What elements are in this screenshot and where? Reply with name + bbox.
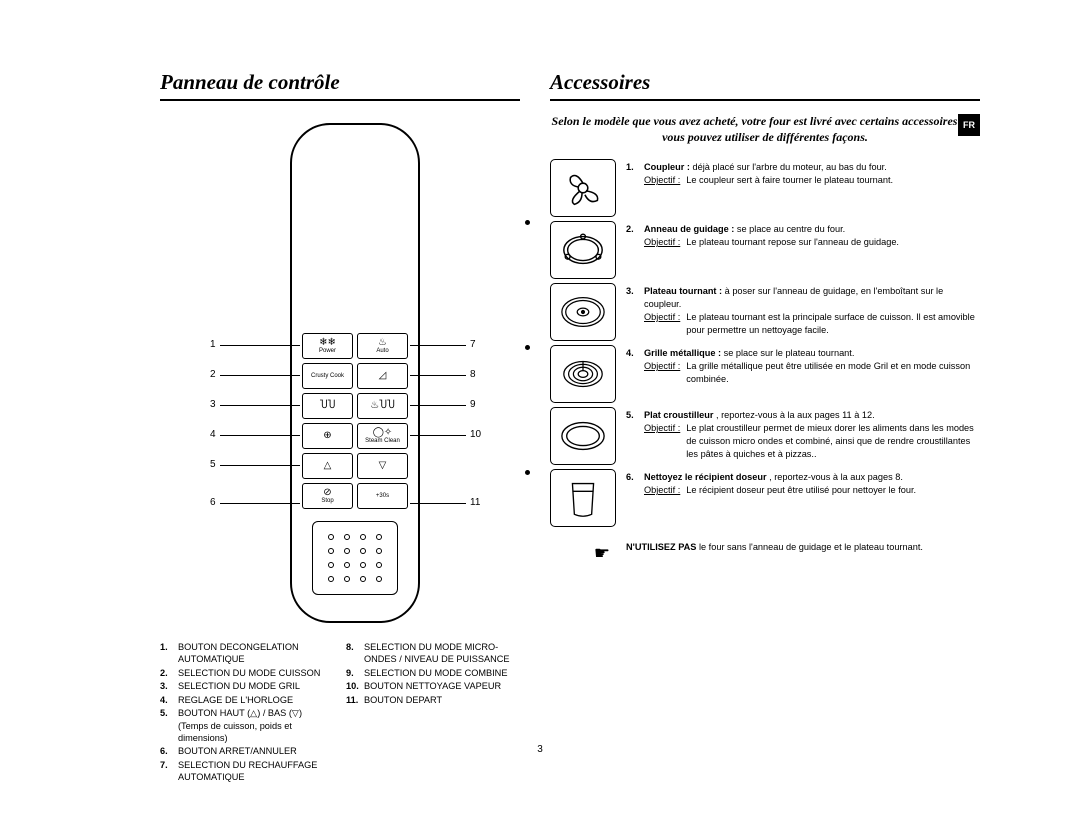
callout-6: 6 [210,497,216,508]
btn-power: ❄❄Power [302,333,353,359]
left-title: Panneau de contrôle [160,70,520,101]
legend-item: 9.SELECTION DU MODE COMBINE [346,667,520,679]
metal-rack-icon [550,345,616,403]
callout-line [220,345,300,346]
btn-up: △ [302,453,353,479]
legend-col-left: 1.BOUTON DECONGELATION AUTOMATIQUE 2.SEL… [160,641,334,785]
legend: 1.BOUTON DECONGELATION AUTOMATIQUE 2.SEL… [160,641,520,785]
page-number: 3 [0,744,1080,755]
accessory-item: 1.Coupleur : déjà placé sur l'arbre du m… [550,159,980,217]
legend-item: 4.REGLAGE DE L'HORLOGE [160,694,334,706]
legend-item: 8.SELECTION DU MODE MICRO-ONDES / NIVEAU… [346,641,520,666]
cleaning-cup-icon [550,469,616,527]
legend-item: 11.BOUTON DEPART [346,694,520,706]
btn-30s: +30s [357,483,408,509]
legend-item: 2.SELECTION DU MODE CUISSON [160,667,334,679]
callout-8: 8 [470,369,476,380]
callout-line [410,435,466,436]
control-panel-diagram: ❄❄Power ♨Auto Crusty Cook ◿ ႮႮ ♨ႮႮ ⊕ ◯✧S… [160,113,520,633]
callout-4: 4 [210,429,216,440]
language-tag-fr: FR [958,114,980,136]
legend-col-right: 8.SELECTION DU MODE MICRO-ONDES / NIVEAU… [346,641,520,785]
left-column: Panneau de contrôle ❄❄Power ♨Auto Crusty… [160,70,520,785]
accessory-item: 2.Anneau de guidage : se place au centre… [550,221,980,279]
right-column: Accessoires FR Selon le modèle que vous … [550,70,980,785]
callout-9: 9 [470,399,476,410]
btn-clock: ⊕ [302,423,353,449]
btn-micro: ◿ [357,363,408,389]
binding-dots [525,220,530,475]
warning-note: ☛ N'UTILISEZ PAS le four sans l'anneau d… [550,541,980,566]
coupler-icon [550,159,616,217]
callout-line [410,375,466,376]
legend-item: 3.SELECTION DU MODE GRIL [160,680,334,692]
panel-button-grid: ❄❄Power ♨Auto Crusty Cook ◿ ႮႮ ♨ႮႮ ⊕ ◯✧S… [302,333,408,509]
legend-item: 1.BOUTON DECONGELATION AUTOMATIQUE [160,641,334,666]
btn-grill: ႮႮ [302,393,353,419]
accessory-item: 5.Plat croustilleur , reportez-vous à la… [550,407,980,465]
callout-2: 2 [210,369,216,380]
callout-line [410,345,466,346]
accessory-item: 4.Grille métallique : se place sur le pl… [550,345,980,403]
btn-down: ▽ [357,453,408,479]
legend-item: 10.BOUTON NETTOYAGE VAPEUR [346,680,520,692]
callout-10: 10 [470,429,481,440]
accessories-intro: Selon le modèle que vous avez acheté, vo… [550,113,980,145]
right-title: Accessoires [550,70,980,101]
btn-combi: ♨ႮႮ [357,393,408,419]
callout-7: 7 [470,339,476,350]
callout-1: 1 [210,339,216,350]
btn-auto: ♨Auto [357,333,408,359]
panel-keypad [312,521,398,595]
callout-line [410,503,466,504]
btn-steam: ◯✧Steam Clean [357,423,408,449]
callout-3: 3 [210,399,216,410]
callout-line [410,405,466,406]
callout-line [220,375,300,376]
accessory-item: 3.Plateau tournant : à poser sur l'annea… [550,283,980,341]
pointing-hand-icon: ☛ [550,541,616,566]
panel-display-area [328,253,382,289]
callout-5: 5 [210,459,216,470]
accessories-list: 1.Coupleur : déjà placé sur l'arbre du m… [550,159,980,527]
roller-ring-icon [550,221,616,279]
legend-item: 5.BOUTON HAUT (△) / BAS (▽)(Temps de cui… [160,707,334,744]
callout-line [220,465,300,466]
callout-11: 11 [470,497,480,508]
callout-line [220,435,300,436]
callout-line [220,503,300,504]
crusty-plate-icon [550,407,616,465]
accessory-item: 6.Nettoyez le récipient doseur , reporte… [550,469,980,527]
callout-line [220,405,300,406]
btn-stop: ⊘Stop [302,483,353,509]
turntable-icon [550,283,616,341]
btn-crusty: Crusty Cook [302,363,353,389]
